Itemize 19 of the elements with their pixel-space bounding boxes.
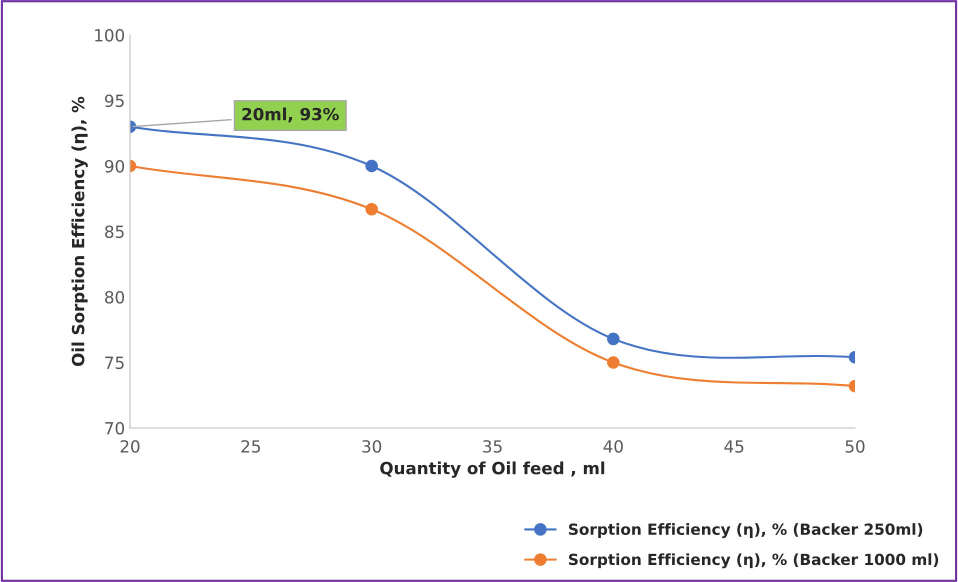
x-tick-label: 20 <box>120 440 140 453</box>
legend-label: Sorption Efficiency (η), % (Backer 1000 ml) <box>568 553 938 568</box>
y-tick-label: 70 <box>105 422 124 435</box>
x-tick-label: 35 <box>483 440 502 453</box>
x-tick-label: 45 <box>724 440 744 453</box>
x-tick-label: 50 <box>846 440 864 453</box>
x-tick-label: 40 <box>604 440 623 453</box>
y-tick-label: 80 <box>105 290 124 304</box>
y-tick-label: 75 <box>105 356 124 370</box>
legend-label: Sorption Efficiency (η), % (Backer 250ml) <box>568 523 922 538</box>
annotation: 20ml, 93% <box>242 108 339 123</box>
y-tick-label: 95 <box>104 94 124 108</box>
x-tick-label: 30 <box>362 440 382 453</box>
y-tick-label: 90 <box>104 160 124 173</box>
y-tick-label: 85 <box>105 225 124 238</box>
x-tick-label: 25 <box>241 440 260 453</box>
x-axis-title: Quantity of Oil feed , ml <box>380 461 604 478</box>
y-axis-title: Oil Sorption Efficiency (η), % <box>72 96 88 366</box>
y-tick-label: 100 <box>95 28 124 42</box>
